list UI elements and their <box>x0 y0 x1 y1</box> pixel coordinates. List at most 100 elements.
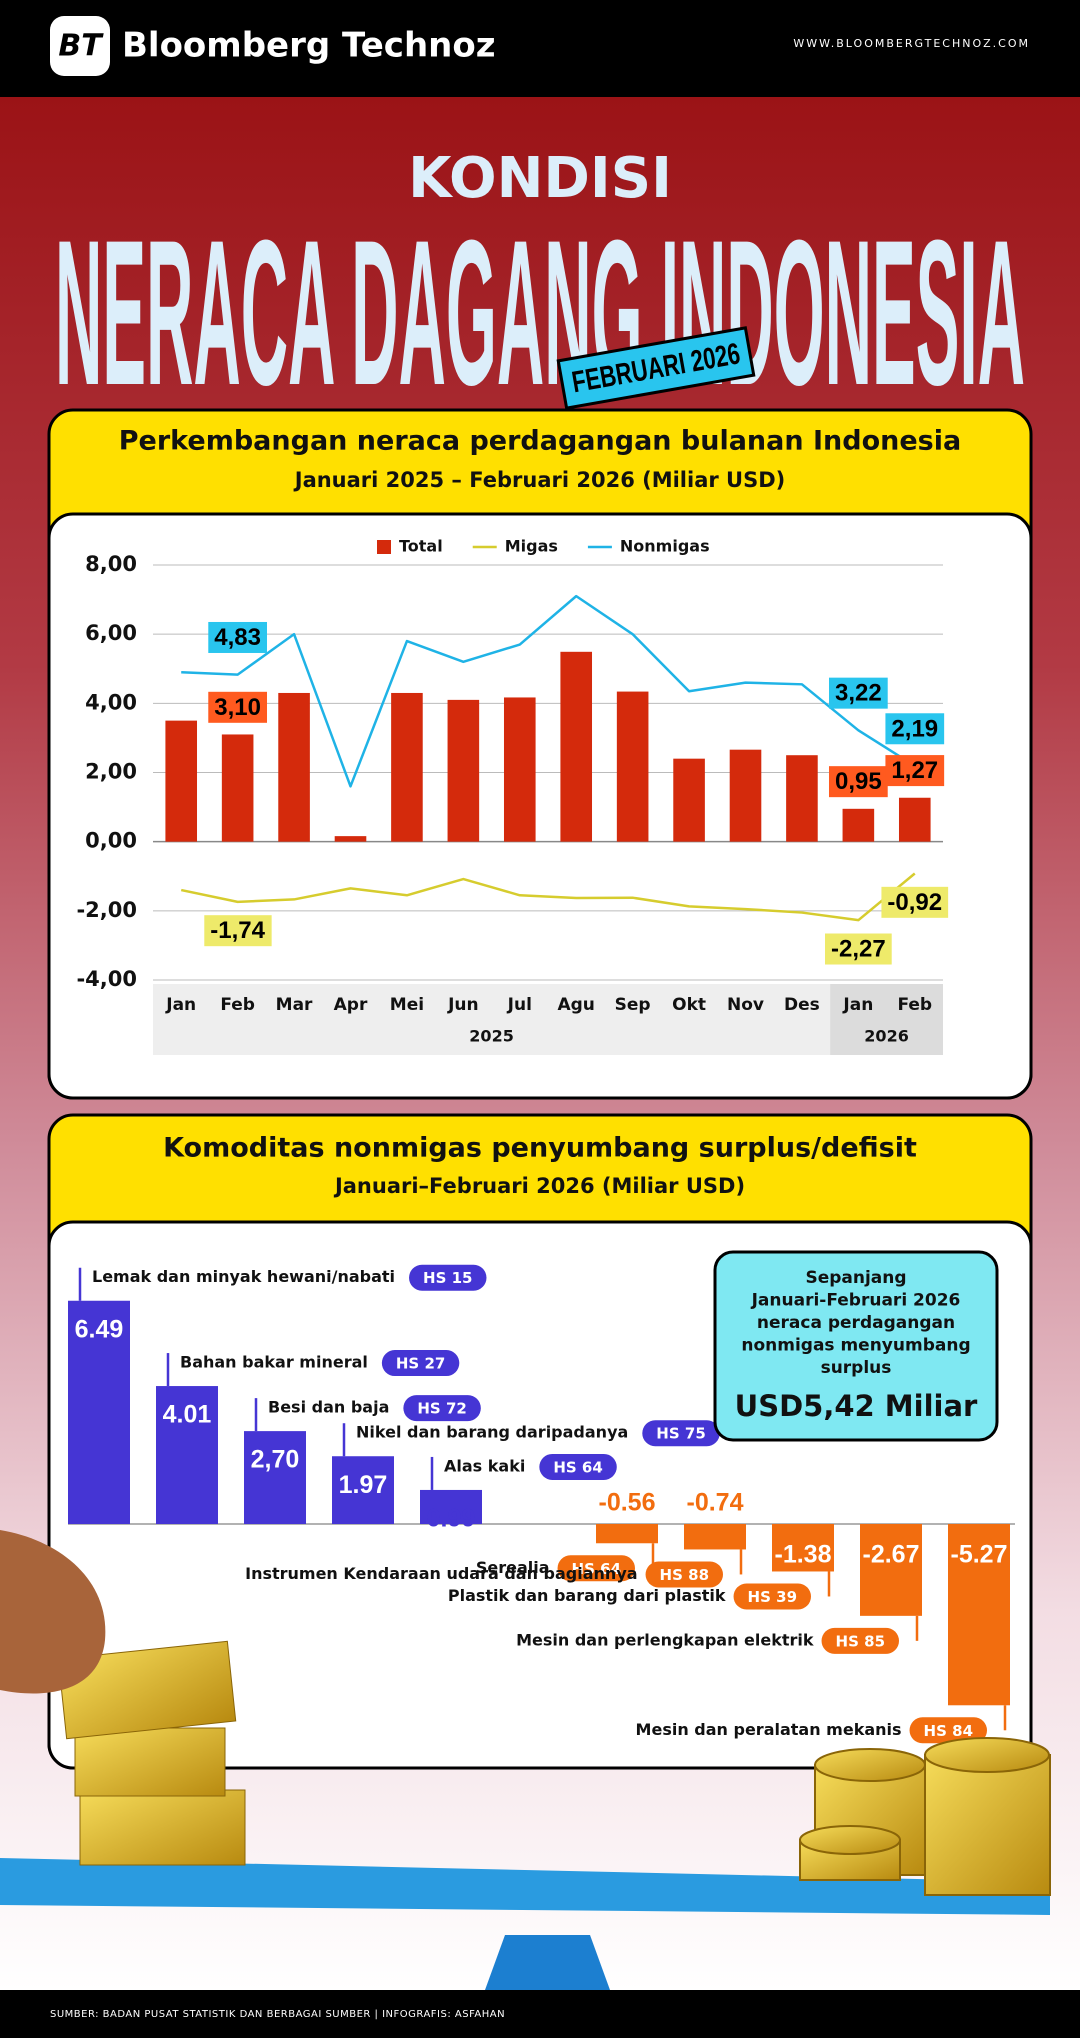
x-tick-label: Mei <box>390 995 424 1015</box>
chart-1: 2025 2026 Jan Feb Mar Apr Mei Jun Jul Agu Sep Okt No… <box>76 537 949 1055</box>
category-label: Mesin dan perlengkapan elektrik <box>516 1630 814 1649</box>
value-label: 2,70 <box>251 1446 300 1474</box>
value-label: 0,95 <box>835 768 882 795</box>
y-tick-label: 8,00 <box>85 552 137 576</box>
bar <box>334 836 367 842</box>
x-tick-label: Feb <box>220 995 255 1015</box>
chart-2-title: Komoditas nonmigas penyumbang surplus/de… <box>163 1133 917 1164</box>
coin <box>799 1825 901 1855</box>
bar <box>420 1489 482 1524</box>
value-label: 2,19 <box>891 715 938 742</box>
footer: SUMBER: BADAN PUSAT STATISTIK DAN BERBAG… <box>50 2009 505 2020</box>
bar <box>503 697 536 842</box>
callout-total: USD5,42 Miliar <box>735 1389 978 1423</box>
y-tick-label: 4,00 <box>85 690 137 714</box>
legend-label: Nonmigas <box>620 537 710 556</box>
value-label: -2.67 <box>863 1541 920 1569</box>
bar <box>244 1431 306 1524</box>
bar <box>221 734 254 842</box>
code-pill <box>645 1561 723 1588</box>
value-label-box <box>208 621 268 653</box>
code-pill <box>381 1350 460 1377</box>
gold-box <box>79 1789 246 1866</box>
y-tick-label: -2,00 <box>76 898 137 922</box>
code-label: HS 64 <box>572 1560 621 1578</box>
value-label: 3,22 <box>835 680 882 707</box>
code-pill <box>403 1395 481 1422</box>
x-tick-label: Feb <box>897 995 932 1015</box>
code-pill <box>642 1420 720 1447</box>
logo: BT <box>58 29 104 64</box>
kicker: KONDISI <box>408 146 672 211</box>
hand <box>0 1530 106 1694</box>
bar <box>786 755 818 842</box>
value-label: 4,83 <box>214 624 261 651</box>
category-label: Besi dan baja <box>268 1398 389 1417</box>
category-label: Alas kaki <box>444 1456 525 1475</box>
x-tick-label: Nov <box>727 995 764 1015</box>
bar <box>898 797 931 842</box>
x-group-band <box>153 984 831 1055</box>
value-label: -1.38 <box>775 1541 832 1569</box>
bar <box>447 699 480 842</box>
category-label: Nikel dan barang daripadanya <box>356 1423 628 1442</box>
brand: Bloomberg Technoz <box>122 26 496 66</box>
legend-label: Migas <box>505 537 558 556</box>
code-pill <box>821 1627 899 1654</box>
x-tick-label: Sep <box>615 995 651 1015</box>
gold-box <box>57 1640 237 1740</box>
main-title: NERACA DAGANG INDONESIA <box>55 197 1025 428</box>
category-label: Bahan bakar mineral <box>180 1353 368 1372</box>
header-bar <box>0 0 1080 97</box>
bar <box>596 1524 658 1544</box>
callout-box <box>713 1250 999 1442</box>
code-pill <box>909 1717 987 1744</box>
callout-line: Sepanjang <box>805 1268 906 1288</box>
coin <box>924 1737 1050 1773</box>
code-label: HS 88 <box>660 1566 709 1584</box>
x-group-band <box>830 984 943 1055</box>
x-tick-label: Agu <box>557 995 594 1015</box>
bar <box>729 749 762 842</box>
bar <box>156 1386 218 1524</box>
value-label-box <box>825 933 892 965</box>
code-label: HS 72 <box>417 1400 466 1418</box>
value-label-box <box>881 886 949 918</box>
value-label-box <box>828 677 888 709</box>
x-tick-label: Apr <box>334 995 368 1015</box>
fulcrum <box>485 1935 610 1990</box>
value-label-box <box>885 755 945 787</box>
bar <box>332 1456 394 1524</box>
value-label: -0.56 <box>599 1489 656 1517</box>
chart-1-title: Perkembangan neraca perdagangan bulanan … <box>119 426 961 457</box>
bar <box>278 692 310 842</box>
category-label: Mesin dan peralatan mekanis <box>636 1720 902 1739</box>
callout-line: nonmigas menyumbang <box>741 1336 970 1356</box>
y-tick-label: 6,00 <box>85 621 137 645</box>
code-pill <box>733 1583 811 1610</box>
value-label: 3,10 <box>214 694 261 721</box>
value-label-box <box>208 691 268 723</box>
value-label: 6.49 <box>75 1315 124 1343</box>
bar <box>68 1300 130 1524</box>
code-pill <box>557 1555 635 1582</box>
value-label: -0.74 <box>687 1489 744 1517</box>
value-label: 1,27 <box>891 757 938 784</box>
code-label: HS 27 <box>396 1355 445 1373</box>
code-label: HS 75 <box>656 1425 705 1443</box>
url: WWW.BLOOMBERGTECHNOZ.COM <box>793 37 1030 50</box>
value-label-box <box>828 766 888 798</box>
value-label: -0,92 <box>887 889 942 916</box>
bar <box>391 692 423 842</box>
code-pill <box>409 1264 487 1291</box>
line <box>181 594 916 788</box>
bar <box>560 651 593 842</box>
category-label: Instrumen Kendaraan udara dan bagiannya <box>245 1564 637 1583</box>
value-label: 1.97 <box>339 1471 388 1499</box>
x-tick-label: Jan <box>842 995 873 1015</box>
coin-stack <box>924 1754 1051 1896</box>
code-label: HS 15 <box>423 1269 472 1287</box>
code-pill <box>539 1453 617 1480</box>
panel-1-card <box>47 512 1033 1100</box>
